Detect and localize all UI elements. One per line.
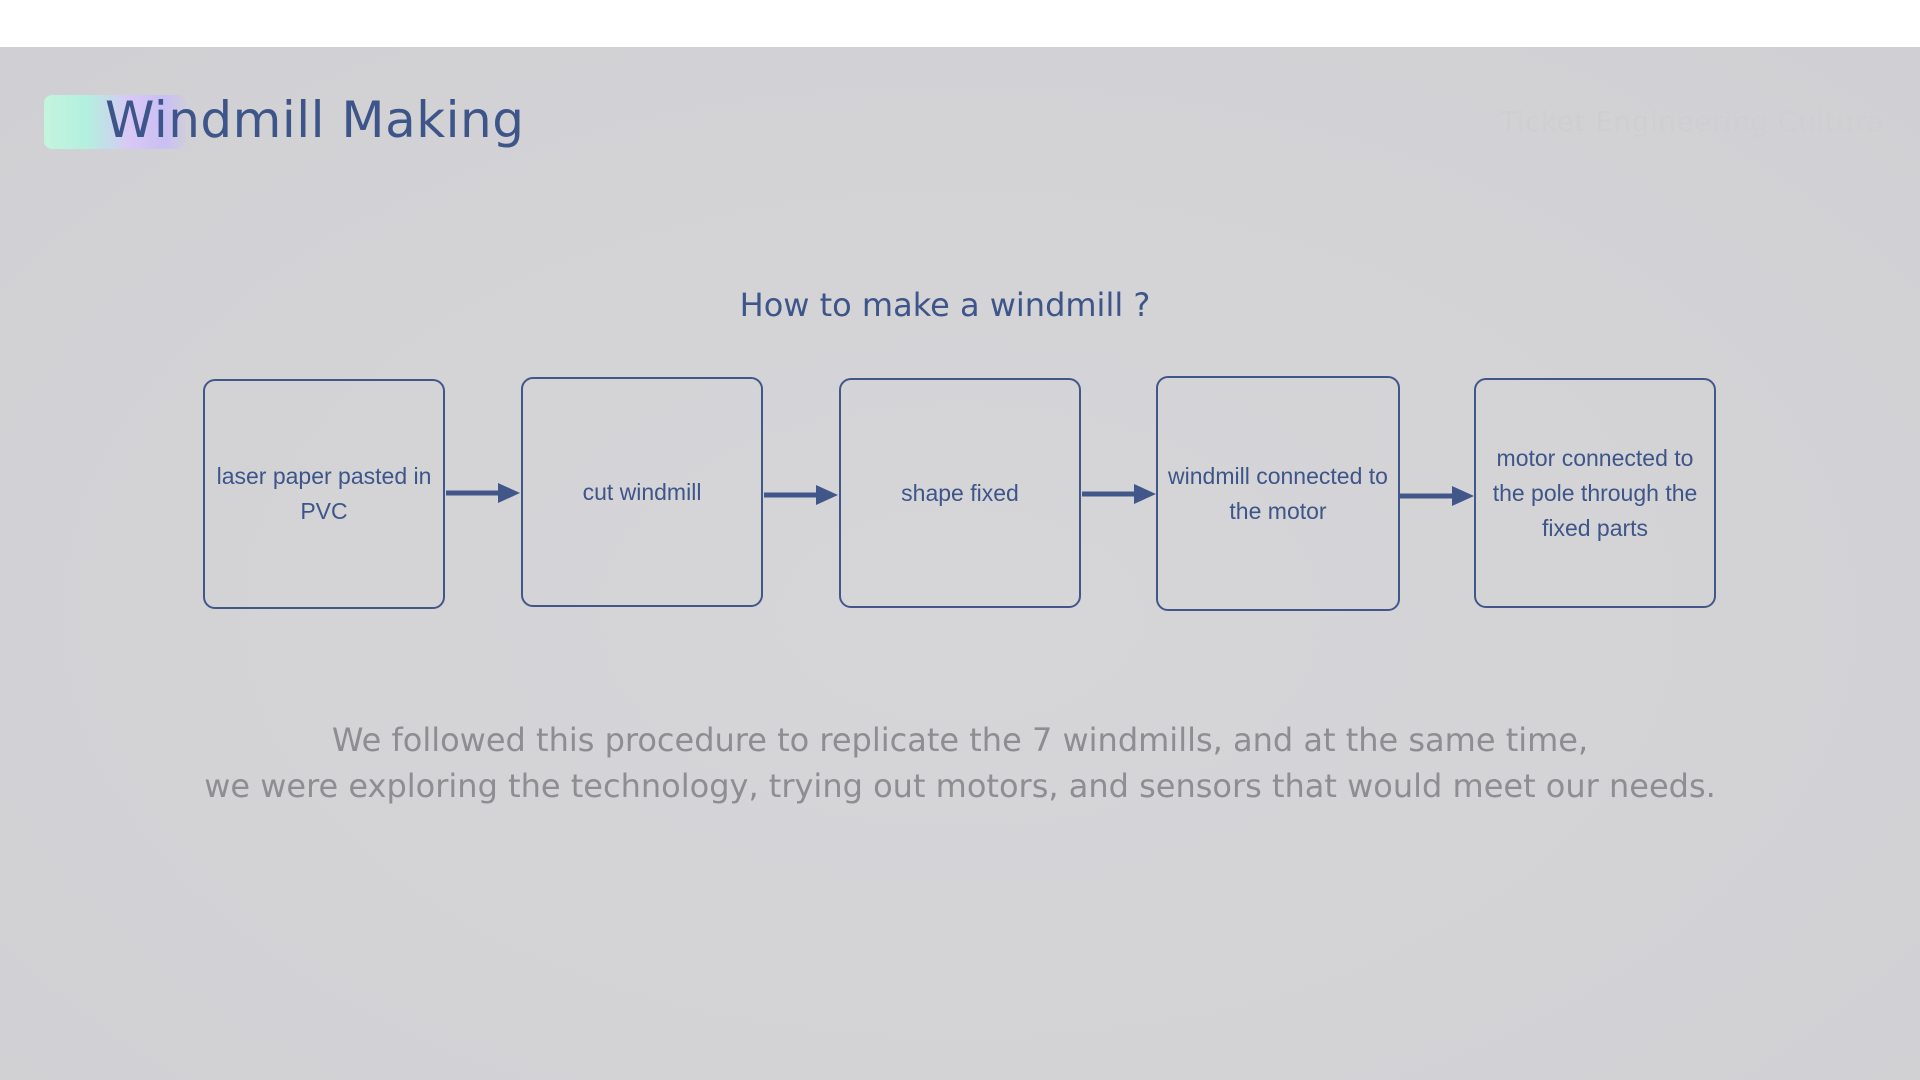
step-box-4: windmill connected to the motor — [1156, 376, 1400, 611]
step-box-5: motor connected to the pole through the … — [1474, 378, 1716, 608]
step-label: laser paper pasted in PVC — [216, 463, 432, 524]
flowchart-title: How to make a windmill ? — [739, 286, 1151, 324]
step-label: windmill connected to the motor — [1168, 462, 1388, 524]
caption-text: We followed this procedure to replicate … — [0, 717, 1920, 809]
step-label: shape fixed — [901, 479, 1019, 506]
step-label: motor connected to the pole through the … — [1492, 444, 1698, 541]
step-box-1: laser paper pasted in PVC — [203, 379, 445, 609]
caption-line-2: we were exploring the technology, trying… — [204, 767, 1716, 805]
slide-background: Windmill Making Ticket Engineering Cultu… — [0, 47, 1920, 1080]
page-title: Windmill Making — [105, 91, 525, 149]
flow-arrow-4 — [1400, 486, 1474, 506]
step-box-2: cut windmill — [521, 377, 763, 607]
step-label: cut windmill — [582, 478, 702, 505]
flow-arrow-3 — [1082, 484, 1156, 504]
caption-line-1: We followed this procedure to replicate … — [331, 721, 1589, 759]
watermark-text: Ticket Engineering Cultura — [1500, 105, 1885, 138]
step-box-3: shape fixed — [839, 378, 1081, 608]
flow-arrow-2 — [764, 485, 838, 505]
flow-arrow-1 — [446, 483, 520, 503]
title-accent-bar — [44, 95, 186, 149]
